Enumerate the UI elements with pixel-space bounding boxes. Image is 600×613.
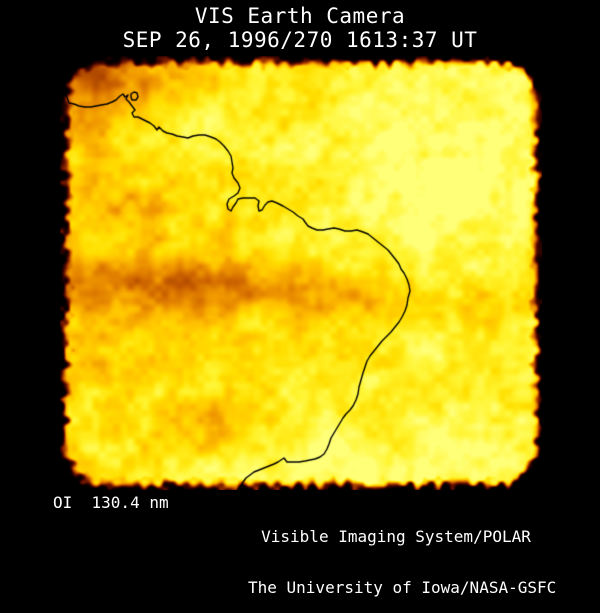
vis-earth-camera-screen: { "header": { "title": "VIS Earth Camera… (53, 4, 557, 596)
earth-camera-image (60, 56, 542, 490)
timestamp-label: SEP 26, 1996/270 1613:37 UT (122, 28, 478, 52)
institution-label: The University of Iowa/NASA-GSFC (248, 578, 557, 597)
page-title: VIS Earth Camera (194, 4, 406, 28)
instrument-label: Visible Imaging System/POLAR (261, 527, 531, 546)
wavelength-label: OI 130.4 nm (53, 493, 169, 512)
credit-block: Visible Imaging System/POLAR The Univers… (248, 494, 557, 613)
